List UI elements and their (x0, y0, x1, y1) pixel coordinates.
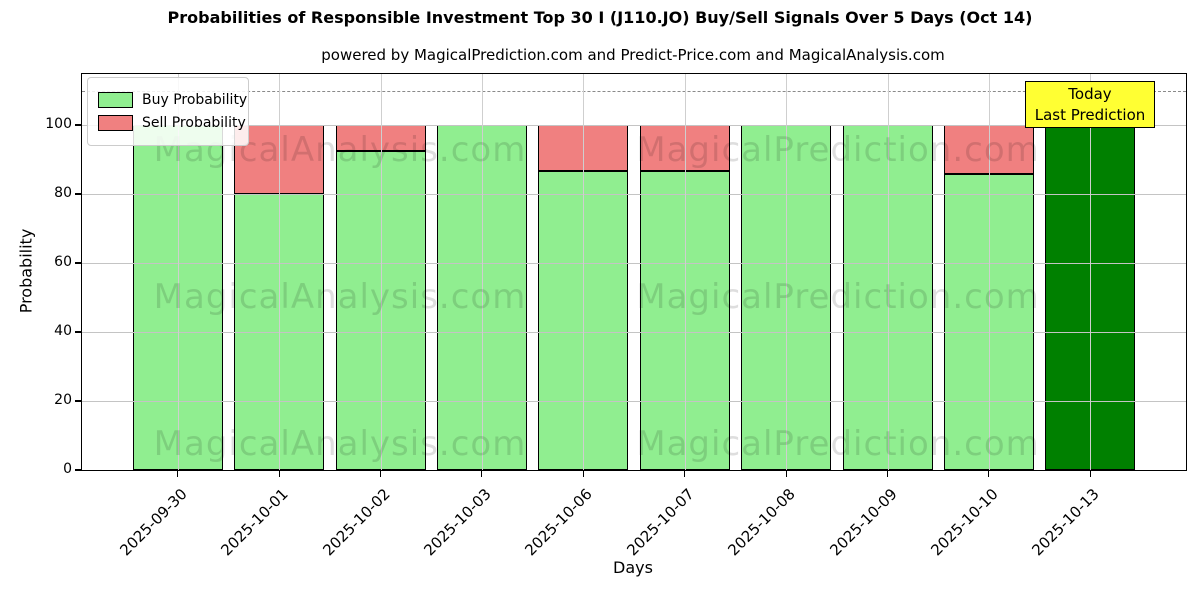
y-axis-tick-label: 60 (54, 254, 72, 271)
horizontal-gridline (82, 332, 1186, 334)
vertical-gridline (684, 74, 686, 470)
y-axis-tick (75, 193, 82, 195)
watermark-text: MagicalAnalysis.com (153, 277, 527, 317)
plot-area: Buy Probability Sell Probability 0 20 40 60… (45, 73, 1187, 559)
x-axis-tick (684, 470, 686, 477)
x-axis-tick (177, 470, 179, 477)
vertical-gridline (481, 74, 483, 470)
x-axis-tick (582, 470, 584, 477)
chart-subtitle: powered by MagicalPrediction.com and Pre… (321, 46, 945, 64)
chart-legend: Buy Probability Sell Probability (87, 77, 249, 146)
y-axis-label: Probability (16, 228, 36, 314)
y-axis-tick-label: 0 (63, 461, 72, 477)
vertical-gridline (583, 74, 585, 470)
annotation-line1: Today (1068, 85, 1112, 103)
x-axis-tick (481, 470, 483, 477)
y-axis-tick-label: 80 (54, 185, 72, 202)
vertical-gridline (887, 74, 889, 470)
x-axis-tick (379, 470, 382, 477)
x-axis-tick-label: 2025-09-30 (116, 485, 191, 560)
buy-color-swatch (98, 92, 133, 108)
watermark-text: MagicalPrediction.com (636, 424, 1040, 464)
y-axis-tick-label: 40 (54, 323, 72, 340)
dashed-threshold-line (82, 90, 1186, 92)
x-axis-tick (1089, 470, 1091, 477)
x-axis-tick (886, 470, 889, 477)
y-axis-tick (75, 469, 82, 471)
vertical-gridline (380, 74, 382, 470)
horizontal-gridline (82, 401, 1186, 402)
horizontal-gridline (82, 263, 1186, 265)
x-axis-tick (785, 470, 787, 477)
legend-item-buy: Buy Probability (98, 90, 247, 110)
chart-title: Probabilities of Responsible Investment … (167, 8, 1033, 27)
today-last-prediction-box: Today Last Prediction (1025, 81, 1155, 128)
sell-color-swatch (98, 115, 133, 131)
x-axis-label: Days (613, 558, 653, 577)
legend-item-sell: Sell Probability (98, 113, 246, 133)
x-axis-tick (278, 470, 280, 477)
y-axis-tick-label: 20 (54, 392, 72, 408)
horizontal-gridline (82, 125, 1186, 127)
vertical-gridline (177, 74, 179, 470)
annotation-line2: Last Prediction (1034, 106, 1146, 124)
watermark-text: MagicalPrediction.com (636, 130, 1040, 170)
y-axis-tick-label: 100 (45, 116, 72, 133)
y-axis-tick (75, 400, 82, 402)
legend-label-sell: Sell Probability (142, 115, 246, 131)
x-axis-tick (988, 470, 990, 477)
watermark-text: MagicalAnalysis.com (153, 424, 527, 464)
vertical-gridline (279, 74, 281, 470)
y-axis-tick (75, 262, 82, 264)
vertical-gridline (1090, 74, 1092, 470)
vertical-gridline (786, 74, 788, 470)
legend-label-buy: Buy Probability (142, 92, 248, 108)
y-axis-tick (75, 124, 82, 126)
vertical-gridline (988, 74, 990, 470)
watermark-text: MagicalPrediction.com (636, 277, 1040, 317)
y-axis-tick (75, 331, 82, 333)
horizontal-gridline (82, 194, 1186, 196)
